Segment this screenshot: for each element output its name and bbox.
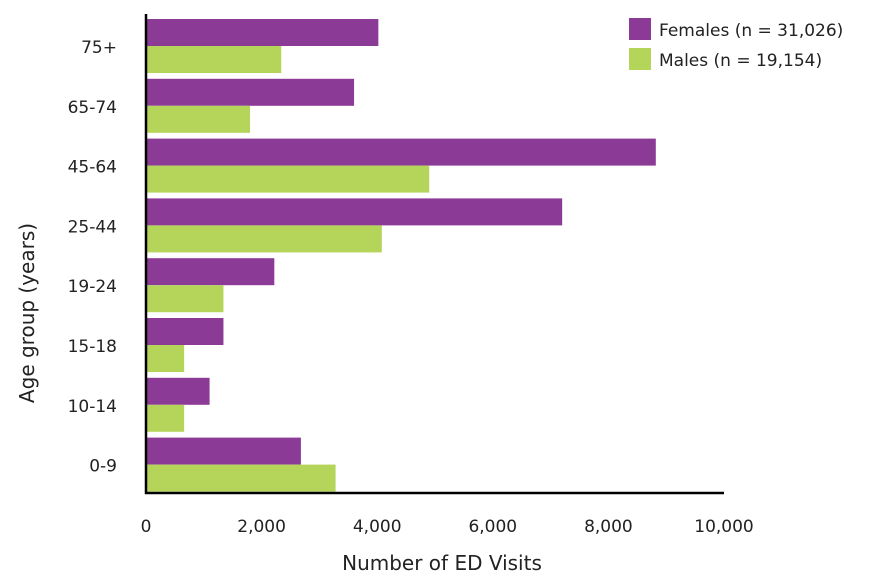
y-tick-label: 65-74 (68, 98, 117, 118)
bar-males-15-18 (147, 345, 185, 372)
legend-label-males: Males (n = 19,154) (659, 51, 822, 71)
bar-females-75 (147, 19, 379, 46)
y-tick-label: 45-64 (68, 158, 117, 178)
bar-females-25-44 (147, 198, 563, 226)
x-tick-label: 10,000 (694, 517, 753, 537)
bar-males-10-14 (147, 404, 185, 432)
bar-males-19-24 (147, 285, 224, 313)
y-tick-label: 0-9 (89, 457, 117, 477)
x-tick-label: 6,000 (468, 517, 517, 537)
bar-males-0-9 (147, 464, 336, 492)
y-tick-label: 15-18 (68, 337, 117, 357)
x-axis-title: Number of ED Visits (342, 551, 542, 575)
x-tick-labels: 0 2,000 4,000 6,000 8,000 10,000 (141, 517, 754, 537)
y-tick-label: 10-14 (68, 397, 117, 417)
bar-females-0-9 (147, 437, 301, 465)
bar-males-45-64 (147, 165, 430, 193)
bar-females-19-24 (147, 258, 275, 286)
x-tick-label: 8,000 (584, 517, 633, 537)
y-tick-label: 75+ (81, 38, 117, 58)
y-tick-labels: 75+ 65-74 45-64 25-44 19-24 15-18 10-14 0-9 (68, 38, 117, 477)
bars-group (147, 19, 656, 492)
x-tick-label: 4,000 (353, 517, 402, 537)
legend-label-females: Females (n = 31,026) (659, 21, 843, 41)
bar-males-75 (147, 46, 282, 73)
bar-females-15-18 (147, 318, 224, 345)
bar-females-65-74 (147, 78, 355, 106)
x-tick-label: 2,000 (237, 517, 286, 537)
x-tick-label: 0 (141, 517, 152, 537)
bar-females-10-14 (147, 377, 210, 405)
bar-females-45-64 (147, 138, 656, 166)
legend-swatch-males (629, 48, 651, 70)
legend: Females (n = 31,026) Males (n = 19,154) (629, 18, 843, 71)
y-tick-label: 25-44 (68, 217, 117, 237)
bar-males-25-44 (147, 225, 382, 253)
y-axis-title: Age group (years) (15, 223, 39, 403)
bar-males-65-74 (147, 105, 251, 133)
legend-swatch-females (629, 18, 651, 40)
y-tick-label: 19-24 (68, 277, 117, 297)
